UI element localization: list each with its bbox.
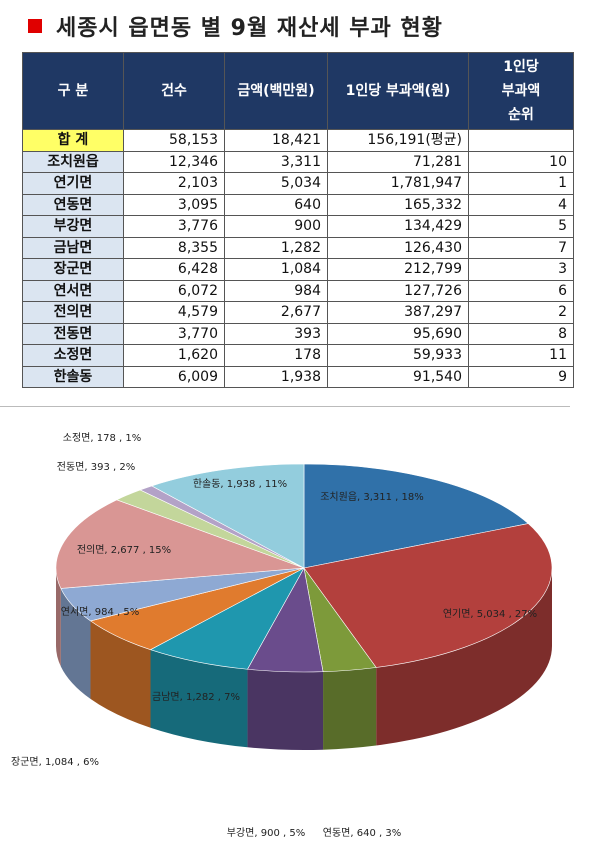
slice-side	[90, 620, 151, 728]
data-label: 전의면, 2,677 , 15%	[77, 544, 171, 556]
table-row: 전의면 4,579 2,677 387,297 2	[22, 301, 574, 324]
table-cell: 387,297	[327, 301, 469, 324]
divider	[0, 406, 570, 407]
table-cell: 한솔동	[22, 365, 124, 388]
data-label: 연기면, 5,034 , 27%	[443, 608, 537, 620]
table-cell: 156,191(평균)	[327, 129, 469, 152]
tax-table: 구 분 건수 금액(백만원) 1인당 부과액(원) 1인당 부과액 순위 합 계 58,1…	[22, 52, 574, 388]
table-cell: 8,355	[123, 236, 225, 259]
table-cell: 3,776	[123, 215, 225, 238]
data-label: 한솔동, 1,938 , 11%	[193, 478, 287, 490]
slice	[55, 499, 305, 589]
table-cell: 전의면	[22, 301, 124, 324]
data-label: 전동면, 393 , 2%	[57, 461, 135, 473]
table-body: 합 계 58,153 18,421 156,191(평균) 조치원읍 12,346 3,31…	[22, 129, 574, 388]
table-cell: 5,034	[224, 172, 328, 195]
table-cell: 2,677	[224, 301, 328, 324]
table-cell: 장군면	[22, 258, 124, 281]
table-row: 연서면 6,072 984 127,726 6	[22, 279, 574, 302]
table-cell: 10	[468, 150, 574, 173]
header-row: 구 분 건수 금액(백만원) 1인당 부과액(원) 1인당 부과액 순위	[22, 52, 574, 130]
slice-group	[55, 499, 305, 667]
column-header: 금액(백만원)	[224, 52, 328, 130]
table-cell: 연기면	[22, 172, 124, 195]
data-label: 부강면, 900 , 5%	[227, 827, 305, 839]
table-cell: 9	[468, 365, 574, 388]
table-cell: 6,009	[123, 365, 225, 388]
slice-side	[247, 669, 324, 750]
table-cell: 조치원읍	[22, 150, 124, 173]
table-cell: 393	[224, 322, 328, 345]
slice-group	[89, 567, 305, 728]
table-cell: 127,726	[327, 279, 469, 302]
title-marker	[28, 19, 42, 33]
data-label: 조치원읍, 3,311 , 18%	[320, 491, 424, 503]
title-text: 세종시 읍면동 별 9월 재산세 부과 현황	[56, 16, 443, 41]
title: 세종시 읍면동 별 9월 재산세 부과 현황	[28, 10, 443, 42]
data-label: 금남면, 1,282 , 7%	[152, 691, 240, 703]
data-label: 소정면, 178 , 1%	[63, 432, 141, 444]
column-header: 구 분	[22, 52, 124, 130]
table-row: 합 계 58,153 18,421 156,191(평균)	[22, 129, 574, 152]
column-header: 1인당 부과액(원)	[327, 52, 469, 130]
slice	[150, 463, 305, 569]
slice-group	[303, 463, 529, 569]
table-cell: 6,072	[123, 279, 225, 302]
table-cell: 91,540	[327, 365, 469, 388]
slice-side	[323, 667, 377, 750]
table-row: 연기면 2,103 5,034 1,781,947 1	[22, 172, 574, 195]
slice-group	[150, 463, 305, 569]
table-row: 부강면 3,776 900 134,429 5	[22, 215, 574, 238]
slice-group	[303, 523, 553, 746]
data-label: 연동면, 640 , 3%	[323, 827, 401, 839]
table-cell: 95,690	[327, 322, 469, 345]
table-row: 한솔동 6,009 1,938 91,540 9	[22, 365, 574, 388]
slice-group	[60, 567, 305, 699]
slice	[303, 463, 529, 569]
slice-side	[60, 588, 91, 699]
column-header: 건수	[123, 52, 225, 130]
slice-group	[149, 567, 305, 748]
table-cell: 연서면	[22, 279, 124, 302]
slice-side	[376, 568, 552, 746]
column-header: 1인당 부과액 순위	[468, 52, 574, 130]
slice-side	[56, 568, 61, 667]
data-label: 장군면, 1,084 , 6%	[11, 756, 99, 768]
table-cell: 3,095	[123, 193, 225, 216]
slice-group	[246, 567, 324, 750]
slice-side	[150, 649, 248, 748]
table-cell: 합 계	[22, 129, 124, 152]
table-cell: 연동면	[22, 193, 124, 216]
slice	[303, 523, 553, 668]
slice	[149, 567, 305, 670]
table-cell: 984	[224, 279, 328, 302]
table-cell: 3,311	[224, 150, 328, 173]
table-row: 조치원읍 12,346 3,311 71,281 10	[22, 150, 574, 173]
data-label: 연서면, 984 , 5%	[61, 606, 139, 618]
table-row: 연동면 3,095 640 165,332 4	[22, 193, 574, 216]
